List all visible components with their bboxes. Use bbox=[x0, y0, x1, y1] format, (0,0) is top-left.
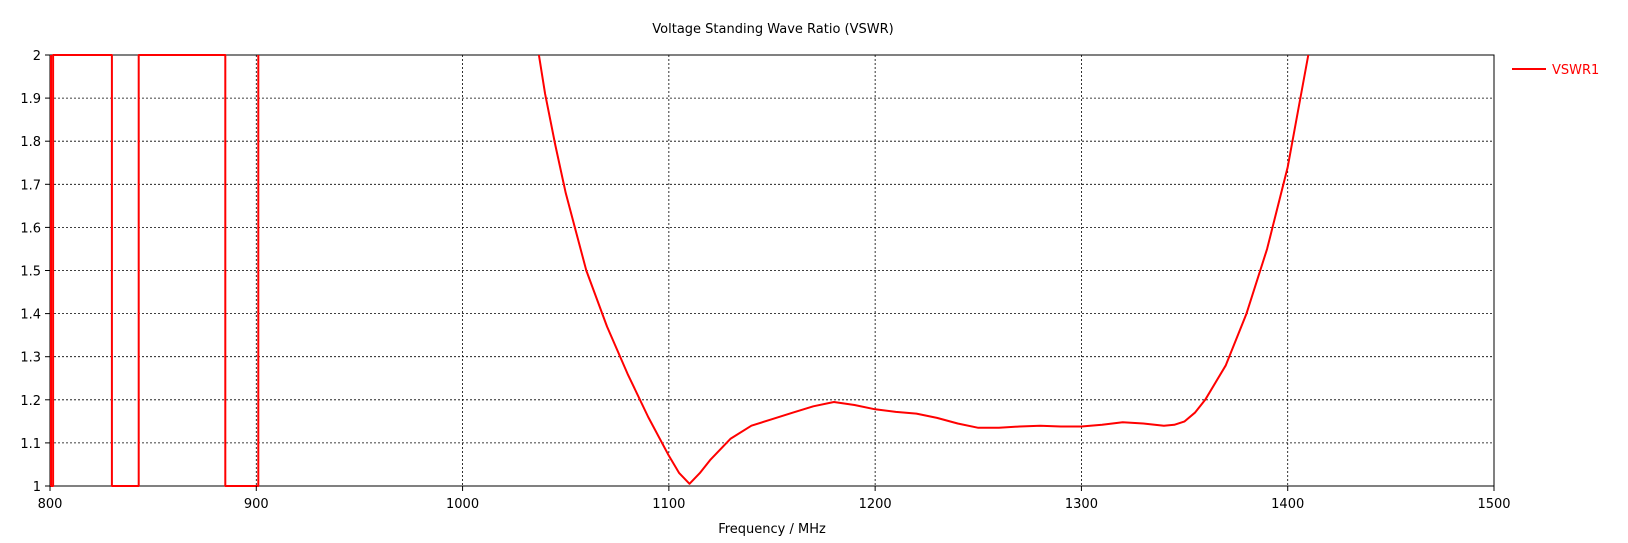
y-tick-label: 1.6 bbox=[20, 221, 41, 236]
x-axis-ticks: 800 900 1000 1100 1200 1300 1400 1500 bbox=[38, 486, 1511, 512]
x-axis-label: Frequency / MHz bbox=[718, 522, 826, 537]
grid-layer bbox=[50, 55, 1494, 486]
legend[interactable]: VSWR1 bbox=[1512, 63, 1599, 78]
x-tick-label: 1100 bbox=[652, 497, 685, 512]
y-tick-label: 1.3 bbox=[20, 351, 41, 366]
y-tick-label: 1.5 bbox=[20, 265, 41, 280]
y-axis-ticks: 1 1.1 1.2 1.3 1.4 1.5 1.6 1.7 1.8 1.9 2 bbox=[20, 49, 50, 495]
series-line-vswr1 bbox=[50, 54, 1310, 487]
series-layer bbox=[50, 54, 1310, 487]
x-tick-label: 800 bbox=[38, 497, 63, 512]
y-tick-label: 1.7 bbox=[20, 178, 41, 193]
y-tick-label: 1 bbox=[33, 480, 41, 495]
x-tick-label: 900 bbox=[244, 497, 269, 512]
y-tick-label: 1.8 bbox=[20, 135, 41, 150]
x-tick-label: 1000 bbox=[446, 497, 479, 512]
x-tick-label: 1400 bbox=[1271, 497, 1304, 512]
y-tick-label: 1.2 bbox=[20, 394, 41, 409]
x-tick-label: 1500 bbox=[1477, 497, 1510, 512]
y-tick-label: 1.1 bbox=[20, 437, 41, 452]
x-tick-label: 1300 bbox=[1065, 497, 1098, 512]
legend-label-vswr1: VSWR1 bbox=[1552, 63, 1599, 78]
x-tick-label: 1200 bbox=[859, 497, 892, 512]
y-tick-label: 1.9 bbox=[20, 92, 41, 107]
y-tick-label: 1.4 bbox=[20, 308, 41, 323]
y-tick-label: 2 bbox=[33, 49, 41, 64]
chart-title: Voltage Standing Wave Ratio (VSWR) bbox=[652, 22, 893, 37]
